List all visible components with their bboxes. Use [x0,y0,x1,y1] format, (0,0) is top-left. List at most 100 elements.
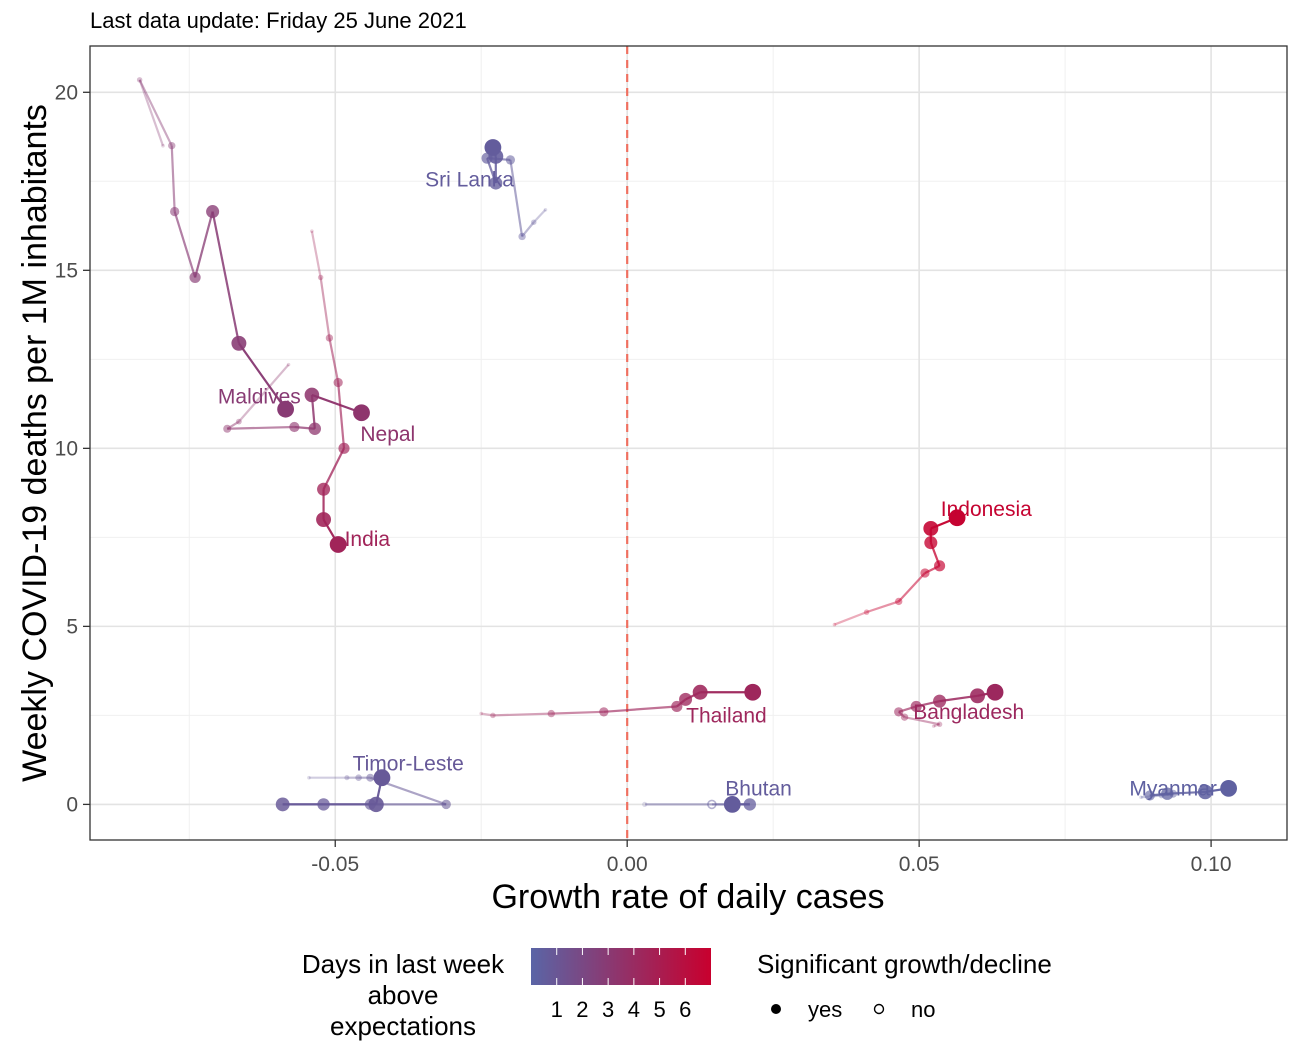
data-point [924,536,938,550]
data-point [304,387,320,403]
data-point [986,683,1004,701]
series-maldives [136,77,295,418]
data-point [931,724,936,728]
data-point [934,560,946,572]
trajectory-segment [138,79,173,147]
trajectory-segment [897,572,926,603]
trajectory-segment [337,382,346,449]
data-point [373,769,391,787]
data-point [970,688,985,704]
data-point [505,155,516,165]
data-point [289,421,300,433]
y-tick-label: 15 [55,259,78,282]
trajectory-segment [532,209,547,223]
series-timor-leste [275,769,451,813]
color-legend-title-line-2: above [368,980,439,1010]
y-tick-label: 10 [55,437,78,460]
data-point [161,143,165,148]
x-axis-title: Growth rate of daily cases [491,878,884,916]
data-point [547,709,555,718]
trajectory-segment [551,710,604,715]
x-tick-label: 0.10 [1191,853,1232,876]
data-point [894,707,904,717]
color-legend-bar [531,948,711,985]
data-point [277,400,295,418]
trajectory-segment [521,221,535,238]
data-point [743,798,757,811]
data-point [900,713,909,721]
country-label: Myanmar [1129,777,1217,800]
data-point [489,176,503,190]
data-point [136,77,143,83]
data-point [948,509,966,527]
trajectory-segment [226,420,240,430]
data-point [679,692,693,706]
trajectory-segment [322,447,345,490]
data-point [355,774,362,781]
data-point [933,694,947,708]
data-point [275,797,290,812]
trajectory-segment [319,277,331,339]
data-point [744,683,762,701]
data-point [329,536,347,553]
legend-yes-label: yes [808,997,842,1022]
trajectory-segment [170,145,176,212]
color-legend-break-label: 6 [679,997,691,1022]
data-point [235,418,242,425]
data-point [325,334,334,342]
series-sri-lanka [481,139,548,241]
legend-no-marker [873,1003,885,1015]
data-point [531,219,537,225]
data-point [1161,787,1174,800]
data-point [310,229,314,233]
trajectory-segment [933,723,940,728]
country-label: Bhutan [725,777,792,800]
data-point [333,377,343,388]
data-series [136,77,1238,813]
data-point [832,622,837,627]
trajectory-segment [834,611,867,626]
data-point [599,707,609,717]
country-label: Nepal [360,423,415,446]
series-thailand [479,683,762,719]
data-point [723,795,741,813]
data-point [642,801,648,807]
color-legend-break-label: 1 [551,997,563,1022]
data-point [338,442,350,454]
y-tick-label: 20 [55,81,78,104]
trajectory-segment [211,211,240,344]
data-point [543,207,548,212]
trajectory-segment [194,211,214,278]
trajectory-segment [603,705,677,713]
data-point [490,712,496,719]
trajectory-segment [173,211,197,278]
x-tick-label: 0.05 [899,853,940,876]
x-axis-ticks: -0.05 0.00 0.05 0.10 [311,840,1232,876]
data-point [286,362,291,367]
data-point [317,798,330,811]
trajectory-segment [238,363,290,423]
data-point [344,775,350,781]
shape-legend: Significant growth/decline yes no [757,949,1052,1022]
trajectory-segment [866,600,900,614]
series-india [310,229,350,553]
data-point [353,404,370,422]
country-labels: Sri Lanka Maldives Nepal India Indonesia Thai… [218,169,1217,801]
data-point [484,139,502,156]
data-point [895,597,903,606]
trajectory-segment [227,425,295,430]
data-point [671,700,683,713]
country-label: Maldives [218,386,301,409]
x-tick-label: -0.05 [311,853,359,876]
country-label: India [345,528,391,551]
data-point [441,799,451,810]
data-point [863,609,870,615]
trajectory-segment [481,712,494,717]
data-point [308,422,322,435]
data-point [189,271,201,284]
data-point [920,568,930,578]
data-point [317,274,324,281]
data-point [936,721,943,728]
